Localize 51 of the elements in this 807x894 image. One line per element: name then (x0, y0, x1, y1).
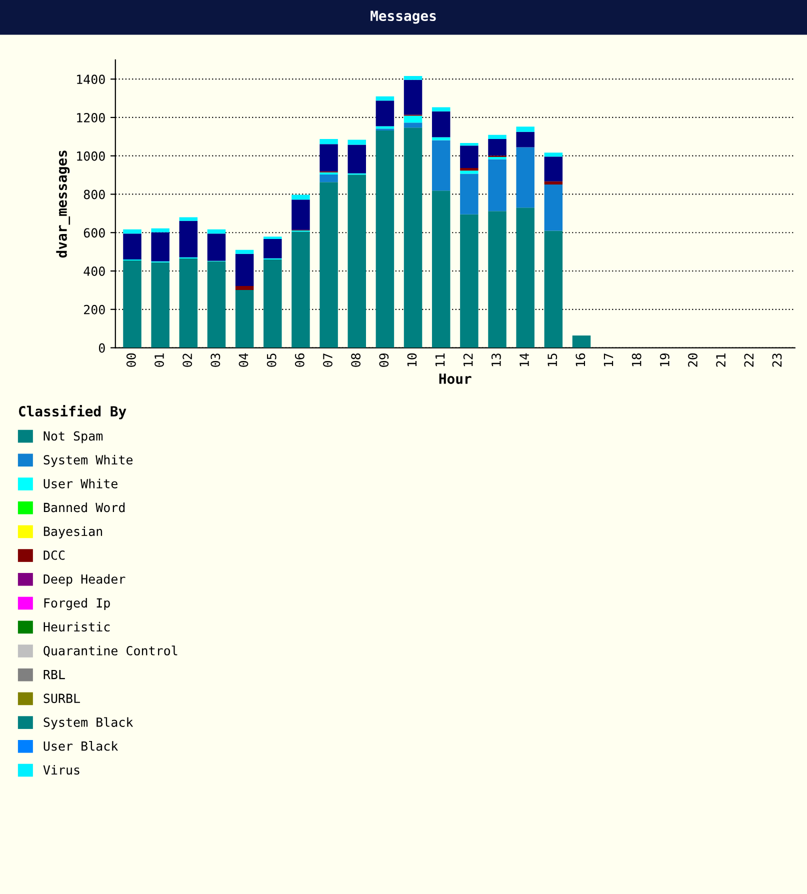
x-tick-label: 22 (744, 354, 754, 367)
y-tick-label: 1400 (77, 74, 105, 84)
x-tick-label: 08 (351, 353, 361, 367)
x-axis-title: Hour (439, 374, 472, 384)
y-tick-label: 800 (84, 190, 105, 200)
legend-label: Not Spam (44, 431, 103, 444)
legend-label: System White (44, 454, 132, 467)
x-tick-label: 19 (660, 353, 670, 366)
legend-label: Deep Header (44, 574, 126, 586)
x-tick-label: 00 (126, 353, 136, 367)
chart-title: Messages (370, 10, 436, 24)
x-tick-label: 23 (772, 354, 782, 367)
y-tick-label: 400 (84, 266, 105, 276)
x-tick-label: 10 (407, 353, 417, 366)
x-tick-label: 07 (323, 354, 332, 367)
legend-label: Bayesian (44, 526, 102, 538)
x-tick-label: 16 (576, 353, 586, 366)
legend-label: User White (44, 478, 118, 488)
x-tick-label: 20 (688, 353, 698, 367)
y-tick-label: 1000 (77, 151, 105, 161)
legend-label: System Black (44, 717, 134, 730)
x-tick-label: 11 (435, 353, 445, 366)
x-tick-label: 12 (463, 354, 473, 366)
x-tick-label: 09 (379, 353, 389, 367)
legend-label: DCC (44, 550, 65, 560)
x-tick-label: 13 (491, 354, 501, 366)
x-tick-label: 21 (716, 353, 726, 367)
y-tick-label: 600 (84, 228, 105, 238)
legend-label: Quarantine Control (44, 646, 178, 657)
y-tick-label: 1200 (77, 112, 105, 122)
legend-label: SURBL (44, 694, 80, 704)
legend-title: Classified By (18, 405, 126, 420)
x-tick-label: 05 (266, 354, 276, 367)
legend-label: Forged Ip (44, 598, 110, 610)
legend-label: Virus (43, 764, 80, 775)
legend-label: RBL (44, 670, 65, 680)
x-tick-label: 02 (182, 354, 192, 367)
y-tick-label: 0 (98, 343, 105, 353)
y-tick-label: 200 (84, 304, 105, 314)
y-axis-title: dvar_messages (56, 150, 70, 258)
legend-label: Heuristic (44, 622, 110, 632)
x-tick-label: 17 (604, 354, 614, 366)
x-tick-label: 06 (294, 353, 304, 367)
x-tick-label: 01 (154, 353, 164, 367)
x-tick-label: 18 (632, 353, 642, 366)
x-tick-label: 14 (520, 353, 529, 366)
x-tick-label: 03 (210, 354, 220, 367)
legend-label: Banned Word (44, 502, 125, 512)
x-tick-label: 04 (238, 353, 248, 367)
legend-label: User Black (44, 741, 118, 751)
x-tick-label: 15 (548, 354, 558, 366)
